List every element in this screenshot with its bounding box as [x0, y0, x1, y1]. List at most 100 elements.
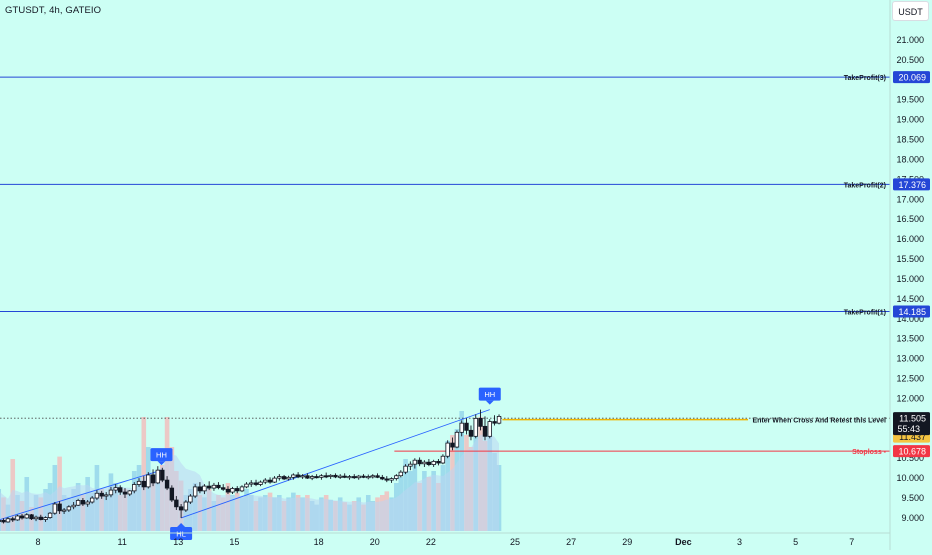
- candle-body: [216, 484, 221, 489]
- candle-body: [75, 500, 81, 506]
- price-tag-text: 10.678: [898, 447, 926, 457]
- pivot-marker-hh: HH: [478, 387, 501, 405]
- pivot-label: HH: [484, 390, 495, 399]
- candle-body: [440, 455, 446, 464]
- candle-body: [188, 495, 193, 503]
- candle-body: [202, 485, 207, 492]
- price-tick-label: 9.000: [901, 513, 924, 523]
- candle-body: [38, 516, 44, 520]
- time-tick-label: 3: [737, 537, 742, 547]
- trendline: [180, 409, 490, 519]
- candle-body: [487, 421, 492, 437]
- price-tick-label: 16.000: [896, 234, 924, 244]
- volume-series: [0, 411, 502, 531]
- candle-body: [225, 488, 231, 493]
- candle-body: [356, 475, 361, 479]
- candle-body: [136, 480, 142, 485]
- volume-ma-area: [0, 434, 500, 531]
- pivot-box: [478, 387, 501, 401]
- takeprofit-price-tag: 17.376: [893, 178, 930, 191]
- candle-body: [244, 483, 249, 488]
- candle-body: [300, 475, 305, 478]
- stoploss-price-tag: 10.678: [893, 445, 930, 458]
- price-axis: 9.0009.50010.00010.50011.00011.50012.000…: [889, 0, 932, 550]
- candle-body: [94, 492, 100, 499]
- price-tag-box: [893, 305, 930, 318]
- price-tick-label: 17.000: [896, 194, 924, 204]
- candle-body: [286, 476, 291, 480]
- candle-body: [66, 506, 72, 511]
- candle-body: [1, 519, 6, 523]
- time-tick-label: 7: [849, 537, 854, 547]
- candle-body: [459, 422, 464, 433]
- price-tick-label: 20.500: [896, 55, 924, 65]
- pivot-label: HH: [156, 451, 167, 460]
- price-tick-label: 9.500: [901, 493, 924, 503]
- price-tag-box: [893, 71, 930, 84]
- takeprofit-label: TakeProfit(1): [844, 309, 886, 316]
- candle-body: [122, 491, 128, 495]
- candle-body: [384, 478, 389, 481]
- price-tag-text: 17.376: [898, 180, 926, 190]
- time-tick-label: 20: [370, 537, 380, 547]
- time-tick-label: 25: [510, 537, 520, 547]
- candle-body: [160, 469, 165, 481]
- price-tick-label: 21.000: [896, 35, 924, 45]
- price-tag-text: 11.437: [899, 432, 926, 442]
- price-tick-label: 18.500: [896, 135, 924, 145]
- price-tick-label: 14.000: [896, 314, 924, 324]
- price-axis-background: [890, 0, 932, 550]
- candle-body: [169, 487, 175, 501]
- takeprofit-price-tag: 14.185: [893, 305, 930, 318]
- candle-body: [132, 484, 137, 492]
- price-tag-box: [893, 178, 930, 191]
- currency-button[interactable]: USDT: [892, 1, 929, 21]
- strategy-levels: TakeProfit(3) TakeProfit(2) TakeProfit(1) E…: [0, 75, 890, 456]
- pivot-pointer: [177, 522, 186, 527]
- price-tick-label: 15.500: [896, 254, 924, 264]
- candle-body: [85, 501, 90, 505]
- candle-body: [249, 482, 254, 485]
- time-tick-label: 22: [426, 537, 436, 547]
- price-tick-label: 15.000: [896, 274, 924, 284]
- candle-body: [412, 459, 418, 465]
- candle-body: [206, 485, 212, 489]
- price-tick-label: 12.000: [896, 393, 924, 403]
- candle-body: [89, 497, 95, 503]
- candle-body: [71, 504, 76, 508]
- time-tick-label: 15: [229, 537, 239, 547]
- candle-body: [267, 479, 273, 483]
- candle-body: [178, 506, 184, 511]
- candle-body: [496, 415, 502, 424]
- candle-body: [19, 515, 25, 519]
- time-tick-label: 11: [118, 537, 127, 547]
- candle-body: [80, 500, 86, 505]
- candle-body: [323, 475, 329, 478]
- candle-body: [43, 517, 48, 520]
- candle-body: [99, 492, 104, 497]
- candle-body: [422, 461, 427, 465]
- price-tick-label: 13.500: [896, 334, 924, 344]
- candle-body: [347, 476, 352, 479]
- candle-body: [150, 474, 156, 484]
- candle-body: [450, 442, 455, 448]
- price-tag-box: [893, 445, 930, 458]
- candle-body: [29, 514, 34, 520]
- pivot-label: HL: [176, 529, 186, 538]
- candle-body: [253, 482, 259, 485]
- takeprofit-label: TakeProfit(2): [844, 182, 886, 189]
- candle-body: [403, 465, 408, 473]
- candle-body: [408, 463, 413, 467]
- candle-body: [15, 515, 20, 521]
- candle-body: [305, 475, 310, 479]
- candle-body: [103, 494, 109, 497]
- time-tick-label: 27: [566, 537, 576, 547]
- candle-body: [118, 487, 123, 493]
- pivot-pointer: [157, 461, 166, 466]
- candle-body: [394, 475, 399, 479]
- candle-body: [352, 476, 357, 479]
- price-tick-label: 14.500: [896, 294, 924, 304]
